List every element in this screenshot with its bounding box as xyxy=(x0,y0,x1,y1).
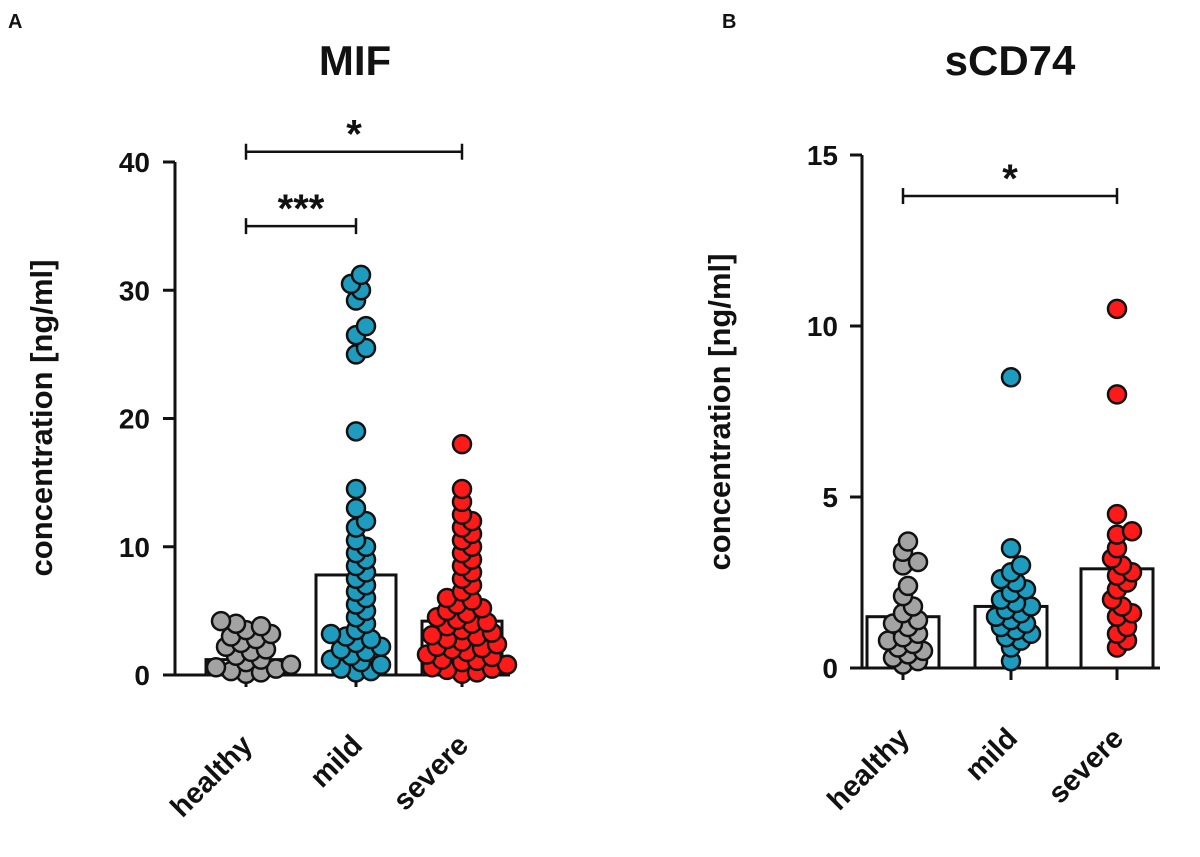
data-point-mild xyxy=(345,478,367,500)
y-axis-label: concentration [ng/ml] xyxy=(24,260,59,577)
y-tick-label: 30 xyxy=(119,275,150,306)
data-point-mild xyxy=(350,264,372,286)
significance-label: *** xyxy=(278,187,325,231)
data-point-severe xyxy=(1106,384,1128,405)
data-point-mild xyxy=(1000,538,1022,559)
x-tick-label: healthy xyxy=(165,729,259,823)
data-point-severe xyxy=(1106,298,1128,320)
data-point-severe xyxy=(451,478,473,500)
data-point-healthy xyxy=(907,551,929,573)
data-point-healthy xyxy=(280,654,302,675)
significance-label: * xyxy=(346,113,362,157)
data-point-severe xyxy=(1106,503,1128,525)
x-tick-label: mild xyxy=(959,722,1024,787)
data-point-severe xyxy=(451,433,473,455)
y-tick-label: 5 xyxy=(822,482,838,513)
y-tick-label: 40 xyxy=(119,147,150,178)
y-axis-label: concentration [ng/ml] xyxy=(702,254,737,571)
data-point-healthy xyxy=(250,616,272,637)
panel-letter: A xyxy=(8,11,22,33)
data-point-severe xyxy=(1121,520,1143,542)
data-point-mild xyxy=(345,421,367,442)
data-point-mild xyxy=(345,498,367,519)
data-point-severe xyxy=(421,624,443,646)
data-point-mild xyxy=(1010,555,1032,576)
y-tick-label: 20 xyxy=(119,404,150,435)
y-tick-label: 0 xyxy=(822,653,838,684)
data-point-healthy xyxy=(897,531,919,552)
data-point-mild xyxy=(320,623,342,645)
y-tick-label: 15 xyxy=(807,140,838,171)
y-tick-label: 10 xyxy=(119,532,150,563)
chart-title: sCD74 xyxy=(945,37,1076,84)
panel-a: A MIF concentration [ng/ml] 0 10 20 30 40 health… xyxy=(8,11,518,824)
data-point-healthy xyxy=(205,657,227,678)
chart-title: MIF xyxy=(319,37,391,84)
x-tick-label: severe xyxy=(387,729,475,817)
y-tick-label: 0 xyxy=(134,660,150,691)
data-point-healthy xyxy=(210,610,232,632)
x-tick-label: severe xyxy=(1042,722,1130,810)
data-point-mild xyxy=(1000,367,1022,388)
significance-label: * xyxy=(1002,157,1018,201)
y-tick-label: 10 xyxy=(807,311,838,342)
data-point-mild xyxy=(370,654,392,675)
x-tick-label: mild xyxy=(304,729,369,794)
x-tick-label: healthy xyxy=(822,722,916,816)
data-point-mild xyxy=(355,315,377,337)
data-point-healthy xyxy=(897,575,919,597)
panel-letter: B xyxy=(722,11,736,33)
